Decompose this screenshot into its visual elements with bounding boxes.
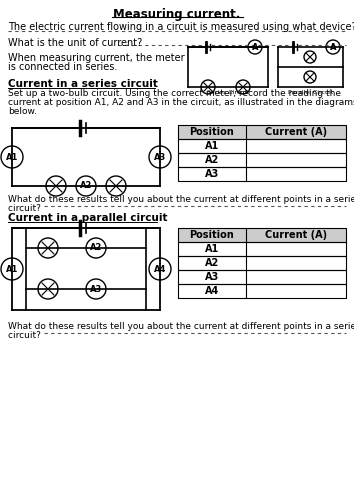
- Text: circuit?: circuit?: [8, 204, 44, 213]
- Circle shape: [1, 146, 23, 168]
- Circle shape: [326, 40, 340, 54]
- Text: A3: A3: [154, 152, 166, 162]
- Text: A1: A1: [6, 152, 18, 162]
- Text: A: A: [330, 42, 336, 51]
- Text: When measuring current, the meter: When measuring current, the meter: [8, 53, 185, 63]
- Text: What do these results tell you about the current at different points in a series: What do these results tell you about the…: [8, 322, 354, 331]
- Text: Position: Position: [190, 127, 234, 137]
- Text: below.: below.: [8, 107, 37, 116]
- Text: A3: A3: [205, 272, 219, 282]
- Bar: [178, 228, 346, 242]
- Bar: [178, 125, 346, 139]
- Text: Current (A): Current (A): [265, 230, 327, 240]
- Text: A2: A2: [80, 182, 92, 190]
- Circle shape: [86, 279, 106, 299]
- Text: A2: A2: [205, 258, 219, 268]
- Text: Parallel Circuit: Parallel Circuit: [288, 90, 333, 95]
- Text: What do these results tell you about the current at different points in a series: What do these results tell you about the…: [8, 195, 354, 204]
- Circle shape: [248, 40, 262, 54]
- Bar: [178, 242, 346, 256]
- Text: A: A: [252, 42, 258, 51]
- Text: Series Circuit: Series Circuit: [207, 90, 249, 95]
- Text: Set up a two-bulb circuit. Using the correct meter, record the reading the: Set up a two-bulb circuit. Using the cor…: [8, 89, 341, 98]
- Bar: [178, 256, 346, 270]
- Text: A4: A4: [205, 286, 219, 296]
- Circle shape: [1, 258, 23, 280]
- Text: Measuring current.: Measuring current.: [113, 8, 241, 21]
- Text: current at position A1, A2 and A3 in the circuit, as illustrated in the diagrams: current at position A1, A2 and A3 in the…: [8, 98, 354, 107]
- Text: Position: Position: [190, 230, 234, 240]
- Circle shape: [149, 146, 171, 168]
- Bar: [178, 139, 346, 153]
- Text: What is the unit of current?: What is the unit of current?: [8, 38, 145, 48]
- Text: Current (A): Current (A): [265, 127, 327, 137]
- Text: A1: A1: [205, 244, 219, 254]
- Circle shape: [76, 176, 96, 196]
- Text: The electric current flowing in a circuit is measured using what device?: The electric current flowing in a circui…: [8, 22, 354, 32]
- Text: A3: A3: [90, 284, 102, 294]
- Text: A1: A1: [6, 264, 18, 274]
- Text: Current in a parallel circuit: Current in a parallel circuit: [8, 213, 167, 223]
- Text: circuit?: circuit?: [8, 331, 44, 340]
- Text: A3: A3: [205, 169, 219, 179]
- Text: Current in a series circuit: Current in a series circuit: [8, 79, 158, 89]
- Text: A2: A2: [90, 244, 102, 252]
- Bar: [178, 284, 346, 298]
- Text: A2: A2: [205, 155, 219, 165]
- Bar: [178, 153, 346, 167]
- Circle shape: [86, 238, 106, 258]
- Text: A1: A1: [205, 141, 219, 151]
- Circle shape: [149, 258, 171, 280]
- Text: A4: A4: [154, 264, 166, 274]
- Bar: [178, 167, 346, 181]
- Bar: [178, 270, 346, 284]
- Text: is connected in series.: is connected in series.: [8, 62, 118, 72]
